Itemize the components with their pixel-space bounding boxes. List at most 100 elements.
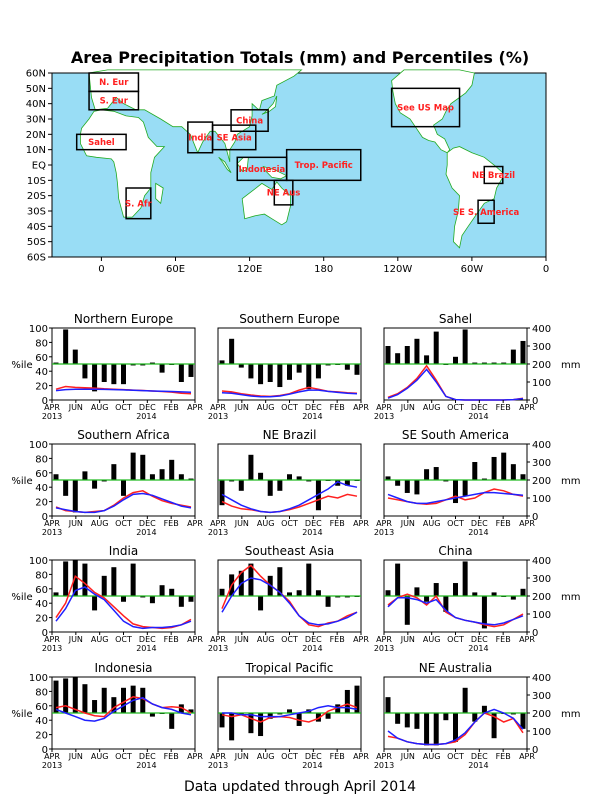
percentile-bar [63,561,69,596]
x-month-label: OCT [447,403,464,412]
y-tick-label: 20 [35,731,48,742]
percentile-bar [443,596,449,612]
y2-tick-label: 300 [532,691,551,702]
percentile-bar [296,364,302,373]
y-tick-label: 100 [29,673,48,684]
x-month-label: FEB [164,403,179,412]
percentile-bar [121,364,126,385]
x-month-label: APR [353,752,369,761]
percentile-bar [159,364,165,373]
region-label: SE Asia [217,133,252,143]
y-tick-label: 100 [29,324,48,335]
percentile-bar [325,364,331,366]
x-month-label: FEB [330,403,345,412]
landmass-5 [218,156,232,174]
x-month-label: OCT [281,635,298,644]
percentile-bar [354,364,360,375]
lat-label: 60S [27,253,46,264]
x-year-label: 2014 [136,761,156,770]
percentile-bar [433,331,439,364]
landmass-4 [445,146,504,249]
observed-line [221,703,358,723]
panel-title: NE Brazil [263,428,317,442]
percentile-bar [111,364,117,385]
region-box [88,90,140,111]
percentile-bar [344,364,350,370]
y-tick-label: 100 [29,556,48,567]
x-month-label: DEC [305,752,322,761]
lat-label: 50S [27,237,46,248]
x-year-label: 2014 [302,644,322,653]
y-axis-label: %ile [11,476,32,487]
percentile-bar [149,474,155,480]
percentile-bar [238,713,244,715]
x-month-label: JUN [400,403,415,412]
normal-line [55,696,192,722]
percentile-bar [325,596,331,607]
x-month-label: AUG [423,635,441,644]
percentile-bar [462,329,468,364]
percentile-bar [395,563,401,596]
region-label: India [188,133,212,143]
x-year-label: 2013 [208,412,228,421]
x-month-label: OCT [115,519,132,528]
normal-line [55,388,192,394]
x-month-label: OCT [115,635,132,644]
percentile-bar [501,452,507,480]
y-tick-label: 0 [42,396,48,407]
x-month-label: FEB [496,635,511,644]
percentile-bar [111,567,117,596]
percentile-bar [63,329,69,364]
percentile-bar [481,596,487,629]
x-year-label: 2014 [302,528,322,537]
percentile-bar [92,596,98,611]
panel-title: Southern Africa [77,428,170,442]
y-tick-label: 80 [35,570,48,581]
percentile-bar [510,713,516,715]
y-tick-label: 40 [35,716,48,727]
y2-tick-label: 400 [532,324,551,335]
y-tick-label: 80 [35,338,48,349]
lat-label: EQ [32,161,46,172]
percentile-bar [238,480,244,491]
percentile-bar [306,364,312,390]
percentile-bar [306,563,312,596]
x-month-label: DEC [471,635,488,644]
region-box [75,133,127,151]
y2-tick-label: 100 [532,378,551,389]
percentile-bar [472,713,478,722]
percentile-bar [72,480,78,513]
percentile-bar [462,561,468,596]
x-month-label: APR [44,519,60,528]
x-month-label: FEB [164,635,179,644]
lat-label: 10N [26,145,46,156]
percentile-bar [149,362,155,364]
region-box [285,148,362,182]
percentile-bar [121,480,126,496]
x-month-label: APR [376,403,392,412]
x-year-label: 2013 [374,644,394,653]
lon-label: 60E [166,264,185,275]
x-month-label: OCT [115,403,132,412]
percentile-bar [101,687,107,713]
panel-title: Southern Europe [239,312,340,326]
percentile-bar [267,480,273,496]
percentile-bar [121,596,126,602]
lat-label: 50N [26,84,46,95]
percentile-bar [63,678,69,713]
percentile-bar [219,713,225,728]
x-month-label: JUN [68,635,83,644]
y2-tick-label: 200 [532,476,551,487]
x-month-label: APR [210,752,226,761]
y-tick-label: 60 [35,702,48,713]
panel-title: Indonesia [94,661,152,675]
percentile-bar [188,364,194,377]
x-month-label: APR [376,519,392,528]
percentile-bar [472,462,478,480]
percentile-bar [72,349,78,364]
x-month-label: FEB [164,519,179,528]
x-year-label: 2014 [302,412,322,421]
